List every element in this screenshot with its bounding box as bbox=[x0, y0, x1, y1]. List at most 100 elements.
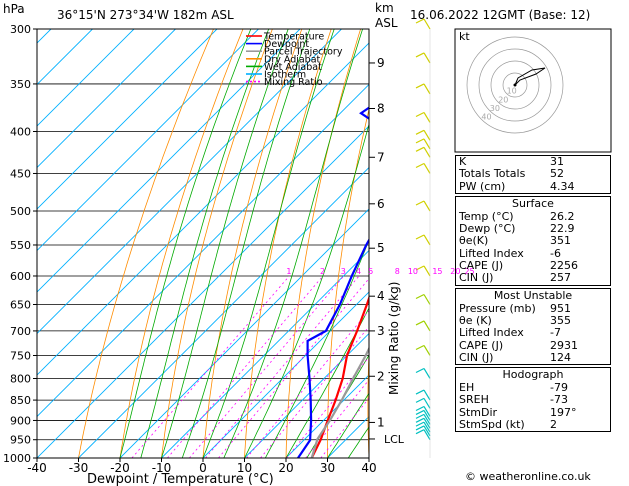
most_unstable-label: Pressure (mb) bbox=[459, 301, 536, 315]
wet-adiabat bbox=[202, 29, 335, 458]
pressure-tick-label: 550 bbox=[10, 239, 31, 252]
wet-adiabat bbox=[140, 29, 270, 458]
thermo-grid bbox=[37, 29, 629, 458]
lcl-label: LCL bbox=[384, 433, 405, 446]
dry-adiabat bbox=[285, 29, 361, 458]
hodograph-trace bbox=[514, 67, 546, 86]
km-unit: km bbox=[375, 1, 394, 15]
surface-value: 351 bbox=[550, 234, 571, 248]
wind-barb bbox=[423, 129, 431, 141]
wind-barb-flag bbox=[415, 83, 425, 89]
isotherm bbox=[202, 291, 369, 458]
pressure-tick-label: 650 bbox=[10, 299, 31, 312]
most-unstable-block: Most Unstable Pressure (mb) 951 θe (K) 355 L… bbox=[455, 287, 611, 366]
wind-barb-flag bbox=[415, 409, 425, 415]
isotherm bbox=[37, 29, 301, 293]
most_unstable-row: CAPE (J) 2931 bbox=[456, 338, 610, 352]
wind-barb-flag bbox=[415, 18, 425, 24]
isotherm bbox=[37, 42, 369, 376]
indices-label: PW (cm) bbox=[459, 179, 506, 193]
legend-entry: Dewpoint bbox=[264, 39, 309, 50]
wind-barb bbox=[423, 429, 431, 441]
isotherm bbox=[37, 125, 369, 458]
indices-label: Totals Totals bbox=[459, 167, 526, 181]
legend-entry: Wet Adiabat bbox=[264, 62, 322, 73]
hodograph_table-label: EH bbox=[459, 381, 475, 395]
wind-barb bbox=[423, 410, 431, 421]
wind-barb-flag bbox=[415, 138, 425, 144]
hodograph_table-value: -79 bbox=[550, 381, 568, 395]
most_unstable-label: Lifted Index bbox=[459, 326, 524, 340]
wind-barb-flag bbox=[415, 417, 425, 423]
isotherm bbox=[161, 249, 369, 458]
hodograph_table-row: StmSpd (kt) 2 bbox=[456, 418, 610, 431]
surface-row: Dewp (°C) 22.9 bbox=[456, 222, 610, 236]
mixing-ratio-label: 4 bbox=[356, 267, 361, 276]
pressure-tick-label: 1000 bbox=[3, 452, 31, 465]
wind-barb-flag bbox=[415, 344, 425, 351]
mixing-ratio-axis-label: Mixing Ratio (g/kg) bbox=[387, 282, 401, 395]
surface-value: 22.9 bbox=[550, 222, 575, 236]
dry-adiabat bbox=[78, 29, 214, 458]
indices-row: PW (cm) 4.34 bbox=[456, 179, 610, 193]
isotherm bbox=[37, 29, 259, 252]
storm-motion-marker bbox=[513, 83, 517, 87]
wind-barb-flag bbox=[415, 389, 425, 395]
pressure-tick-label: 600 bbox=[10, 270, 31, 283]
km-tick-label: 6 bbox=[377, 197, 385, 211]
wind-barb-flag bbox=[415, 162, 425, 169]
wind-barb-flag bbox=[415, 367, 425, 374]
surface-row: CIN (J) 257 bbox=[456, 272, 610, 285]
surface-label: CAPE (J) bbox=[459, 259, 504, 273]
pressure-tick-label: 800 bbox=[10, 372, 31, 385]
most_unstable-value: 2931 bbox=[550, 338, 578, 352]
isotherm bbox=[37, 83, 369, 418]
temperature-tick-label: -30 bbox=[69, 461, 89, 475]
wind-barb bbox=[423, 83, 431, 95]
indices-value: 31 bbox=[550, 155, 564, 168]
mixing-ratio-line bbox=[305, 379, 369, 458]
pressure-tick-label: 900 bbox=[10, 414, 31, 427]
wet-adiabat bbox=[119, 29, 252, 458]
wet-adiabat bbox=[181, 29, 311, 458]
surface-block: Surface Temp (°C) 26.2 Dewp (°C) 22.9 θe(K) 3… bbox=[455, 195, 611, 286]
isotherm bbox=[285, 374, 369, 458]
wind-barb bbox=[423, 112, 431, 123]
hodograph-ring-label: 40 bbox=[481, 113, 491, 122]
most_unstable-value: 355 bbox=[550, 313, 571, 327]
mixing-ratio-label: 5 bbox=[368, 267, 373, 276]
wind-barb bbox=[423, 406, 431, 417]
most-unstable-title: Most Unstable bbox=[493, 288, 573, 302]
mixing-ratio-label: 10 bbox=[408, 267, 418, 276]
legend-entry: Isotherm bbox=[264, 70, 306, 81]
mixing-ratio-label: 3 bbox=[341, 267, 346, 276]
temperature-tick-label: -20 bbox=[110, 461, 130, 475]
copyright: © weatheronline.co.uk bbox=[465, 470, 591, 483]
x-axis-label: Dewpoint / Temperature (°C) bbox=[87, 472, 274, 486]
hodograph-ring bbox=[502, 72, 528, 98]
mixing-ratio-label: 8 bbox=[395, 267, 400, 276]
wind-barb-flag bbox=[415, 52, 425, 58]
dry-adiabat bbox=[367, 343, 369, 458]
wind-barb bbox=[423, 368, 431, 379]
hodograph_table-row: EH -79 bbox=[456, 381, 610, 395]
wet-adiabat bbox=[264, 238, 369, 458]
dry-adiabat bbox=[161, 29, 273, 458]
wind-barb bbox=[423, 265, 431, 277]
legend-entry: Temperature bbox=[263, 32, 324, 43]
surface-row: Lifted Index -6 bbox=[456, 247, 610, 260]
indices-value: 52 bbox=[550, 167, 564, 181]
wet-adiabat bbox=[244, 122, 369, 458]
pressure-tick-label: 950 bbox=[10, 434, 31, 447]
location-title: 36°15'N 273°34'W 182m ASL bbox=[57, 8, 234, 22]
wind-barb bbox=[423, 18, 431, 30]
legend-entry: Mixing Ratio bbox=[264, 77, 323, 88]
hodograph_table-row: SREH -73 bbox=[456, 394, 610, 407]
wind-barb-flag bbox=[415, 397, 425, 403]
pressure-tick-label: 400 bbox=[10, 126, 31, 139]
isotherm bbox=[119, 208, 369, 458]
surface-label: Dewp (°C) bbox=[459, 222, 516, 236]
dry-adiabat bbox=[619, 29, 629, 458]
indices-row: K 31 bbox=[456, 155, 610, 168]
